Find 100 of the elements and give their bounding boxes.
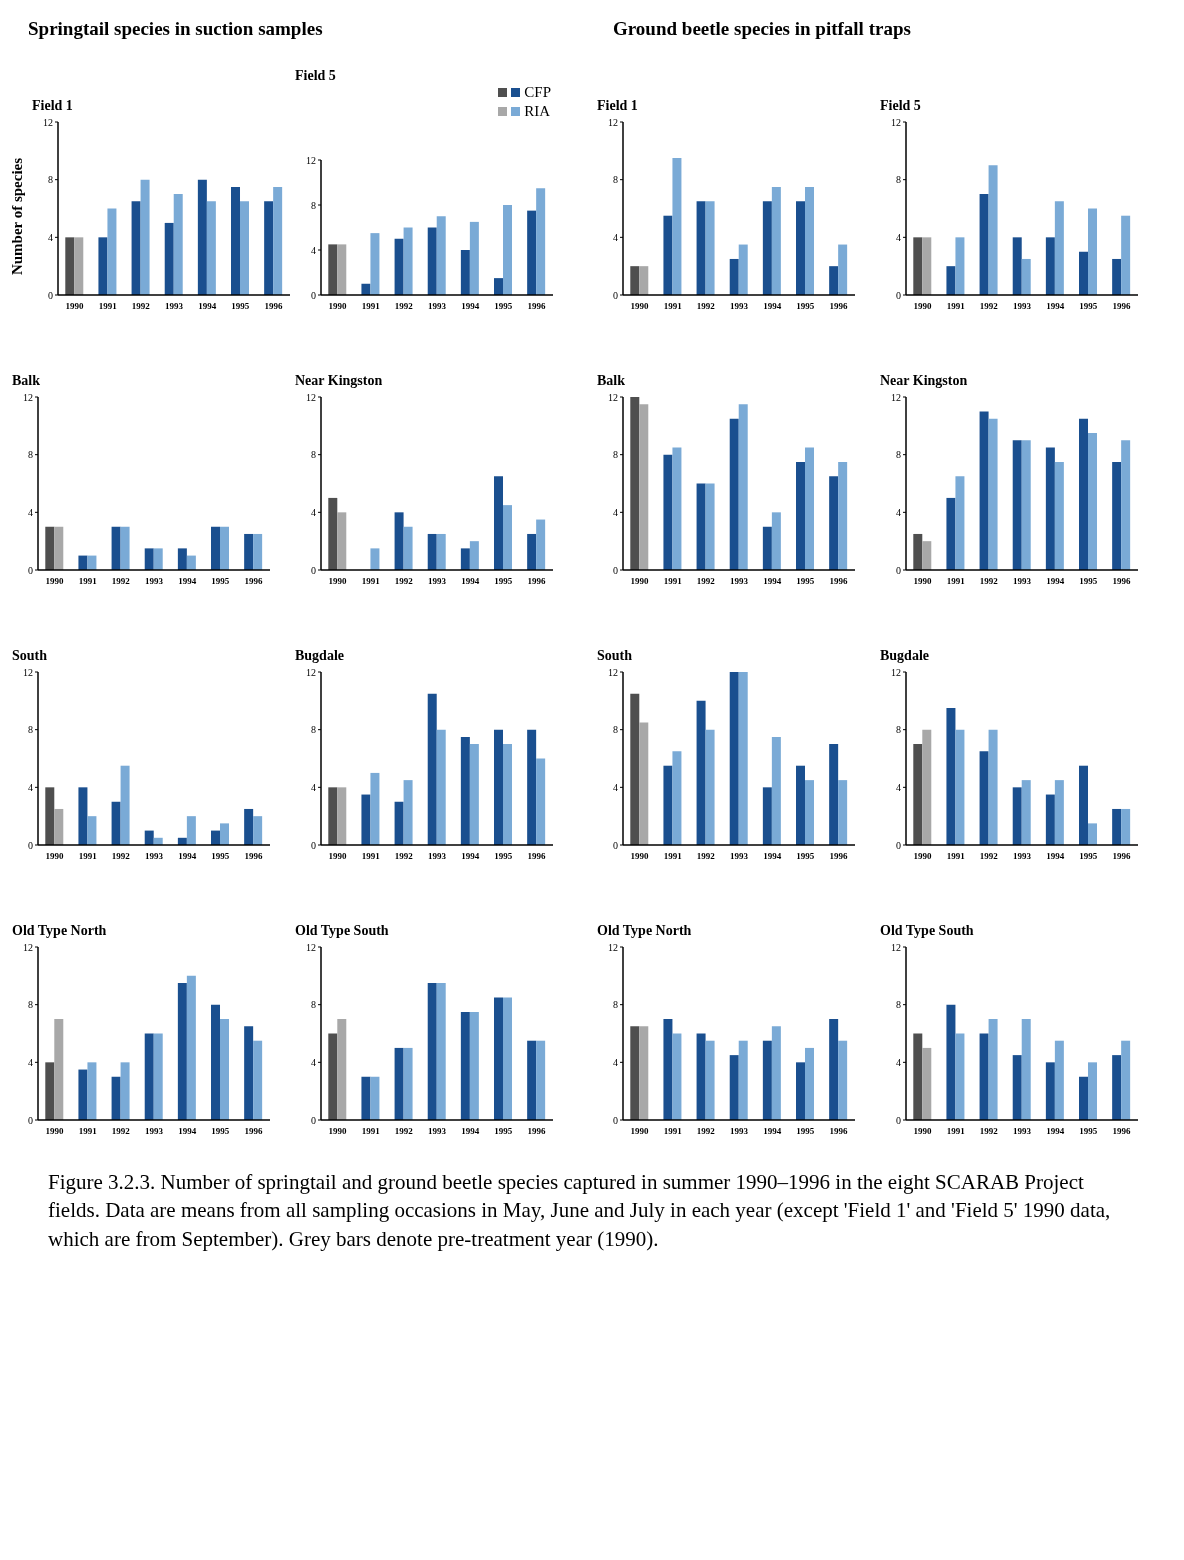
- x-tick-label: 1994: [1046, 301, 1065, 312]
- bar: [663, 215, 673, 295]
- bar: [1045, 237, 1055, 295]
- x-tick-label: 1994: [763, 301, 782, 312]
- y-tick-label: 4: [613, 781, 618, 793]
- x-tick-label: 1990: [45, 576, 65, 587]
- bar: [1112, 1055, 1122, 1120]
- chart-title: Old Type South: [295, 923, 390, 939]
- bar: [738, 404, 748, 570]
- x-tick-label: 1995: [494, 301, 513, 312]
- x-tick-label: 1993: [428, 301, 447, 312]
- bar: [527, 1040, 537, 1120]
- chart-title: Old Type South: [880, 923, 975, 939]
- bar: [264, 201, 274, 295]
- bar: [328, 1033, 338, 1120]
- bar: [663, 1019, 673, 1120]
- bar: [1021, 1019, 1031, 1120]
- x-tick-label: 1996: [829, 576, 848, 587]
- text: Ground beetle species in pitfall traps: [613, 18, 912, 40]
- bar: [427, 983, 437, 1120]
- bar: [370, 772, 380, 845]
- x-tick-label: 1992: [111, 1126, 131, 1137]
- x-tick-label: 1993: [165, 301, 184, 312]
- bar: [186, 975, 196, 1120]
- x-tick-label: 1993: [145, 576, 164, 587]
- x-tick-label: 1994: [1046, 1126, 1065, 1137]
- y-tick-label: 8: [613, 449, 618, 461]
- x-tick-label: 1994: [178, 1126, 197, 1137]
- x-tick-label: 1993: [145, 1126, 164, 1137]
- bar: [394, 801, 404, 845]
- bar: [527, 533, 537, 570]
- x-tick-label: 1991: [946, 1126, 966, 1137]
- bar: [120, 526, 130, 570]
- x-tick-label: 1992: [979, 1126, 999, 1137]
- bar: [672, 1033, 682, 1120]
- bar: [177, 983, 187, 1120]
- x-tick-label: 1993: [730, 576, 749, 587]
- bar: [78, 787, 88, 845]
- bar: [829, 744, 839, 845]
- bar: [45, 1062, 55, 1120]
- bar: [630, 693, 640, 845]
- bar: [729, 672, 739, 845]
- x-tick-label: 1996: [527, 301, 546, 312]
- bar: [1088, 823, 1098, 845]
- bar: [762, 1040, 772, 1120]
- bar: [240, 201, 250, 295]
- bar: [503, 205, 513, 295]
- x-tick-label: 1996: [829, 301, 848, 312]
- x-tick-label: 1990: [45, 851, 65, 862]
- bar: [220, 823, 230, 845]
- y-tick-label: 12: [891, 116, 901, 128]
- bar: [729, 418, 739, 570]
- y-tick-label: 0: [613, 1114, 618, 1126]
- bar: [663, 454, 673, 570]
- bar: [639, 266, 649, 295]
- bar: [946, 266, 956, 295]
- x-tick-label: 1990: [65, 301, 85, 312]
- x-tick-label: 1994: [461, 576, 480, 587]
- x-tick-label: 1990: [913, 576, 933, 587]
- y-tick-label: 4: [28, 1056, 33, 1068]
- x-tick-label: 1991: [361, 851, 381, 862]
- bar: [74, 237, 84, 295]
- bar: [436, 216, 446, 295]
- bar: [672, 447, 682, 570]
- bar: [337, 244, 347, 295]
- bar: [45, 526, 55, 570]
- bar: [1112, 461, 1122, 570]
- bar: [805, 1047, 815, 1120]
- y-tick-label: 8: [896, 174, 901, 186]
- bar: [672, 751, 682, 845]
- y-tick-label: 12: [43, 116, 53, 128]
- x-tick-label: 1991: [663, 1126, 683, 1137]
- y-tick-label: 12: [608, 666, 618, 678]
- y-tick-label: 4: [896, 1056, 901, 1068]
- bar: [696, 483, 706, 570]
- y-tick-label: 0: [48, 289, 53, 301]
- x-tick-label: 1990: [630, 301, 650, 312]
- bar: [394, 512, 404, 570]
- bar: [1054, 780, 1064, 845]
- bar: [153, 548, 163, 570]
- x-tick-label: 1991: [946, 301, 966, 312]
- caption: Figure 3.2.3. Number of springtail and ground beetle species captured in summer 1990–1996 in the eight SCARAB Project fields. Data are means from all sampling occasions in May, June and July in each year (except 'Field 1' and 'Field 5' 1990 data, which are from September). Grey bars denote pre-treatment year (1990).: [48, 1169, 1112, 1253]
- y-tick-label: 8: [896, 724, 901, 736]
- bar: [460, 548, 470, 570]
- x-tick-label: 1994: [1046, 851, 1065, 862]
- x-tick-label: 1993: [145, 851, 164, 862]
- bar: [639, 722, 649, 845]
- x-tick-label: 1995: [796, 851, 815, 862]
- bar: [494, 476, 504, 570]
- bar: [211, 830, 221, 845]
- y-tick-label: 12: [608, 116, 618, 128]
- bar: [1054, 1040, 1064, 1120]
- y-tick-label: 0: [896, 839, 901, 851]
- bar: [153, 1033, 163, 1120]
- bar: [762, 787, 772, 845]
- chart-title: Near Kingston: [295, 373, 384, 389]
- chart-title: Bugdale: [880, 648, 930, 664]
- bar: [762, 526, 772, 570]
- y-tick-label: 8: [311, 199, 316, 211]
- x-tick-label: 1995: [1079, 576, 1098, 587]
